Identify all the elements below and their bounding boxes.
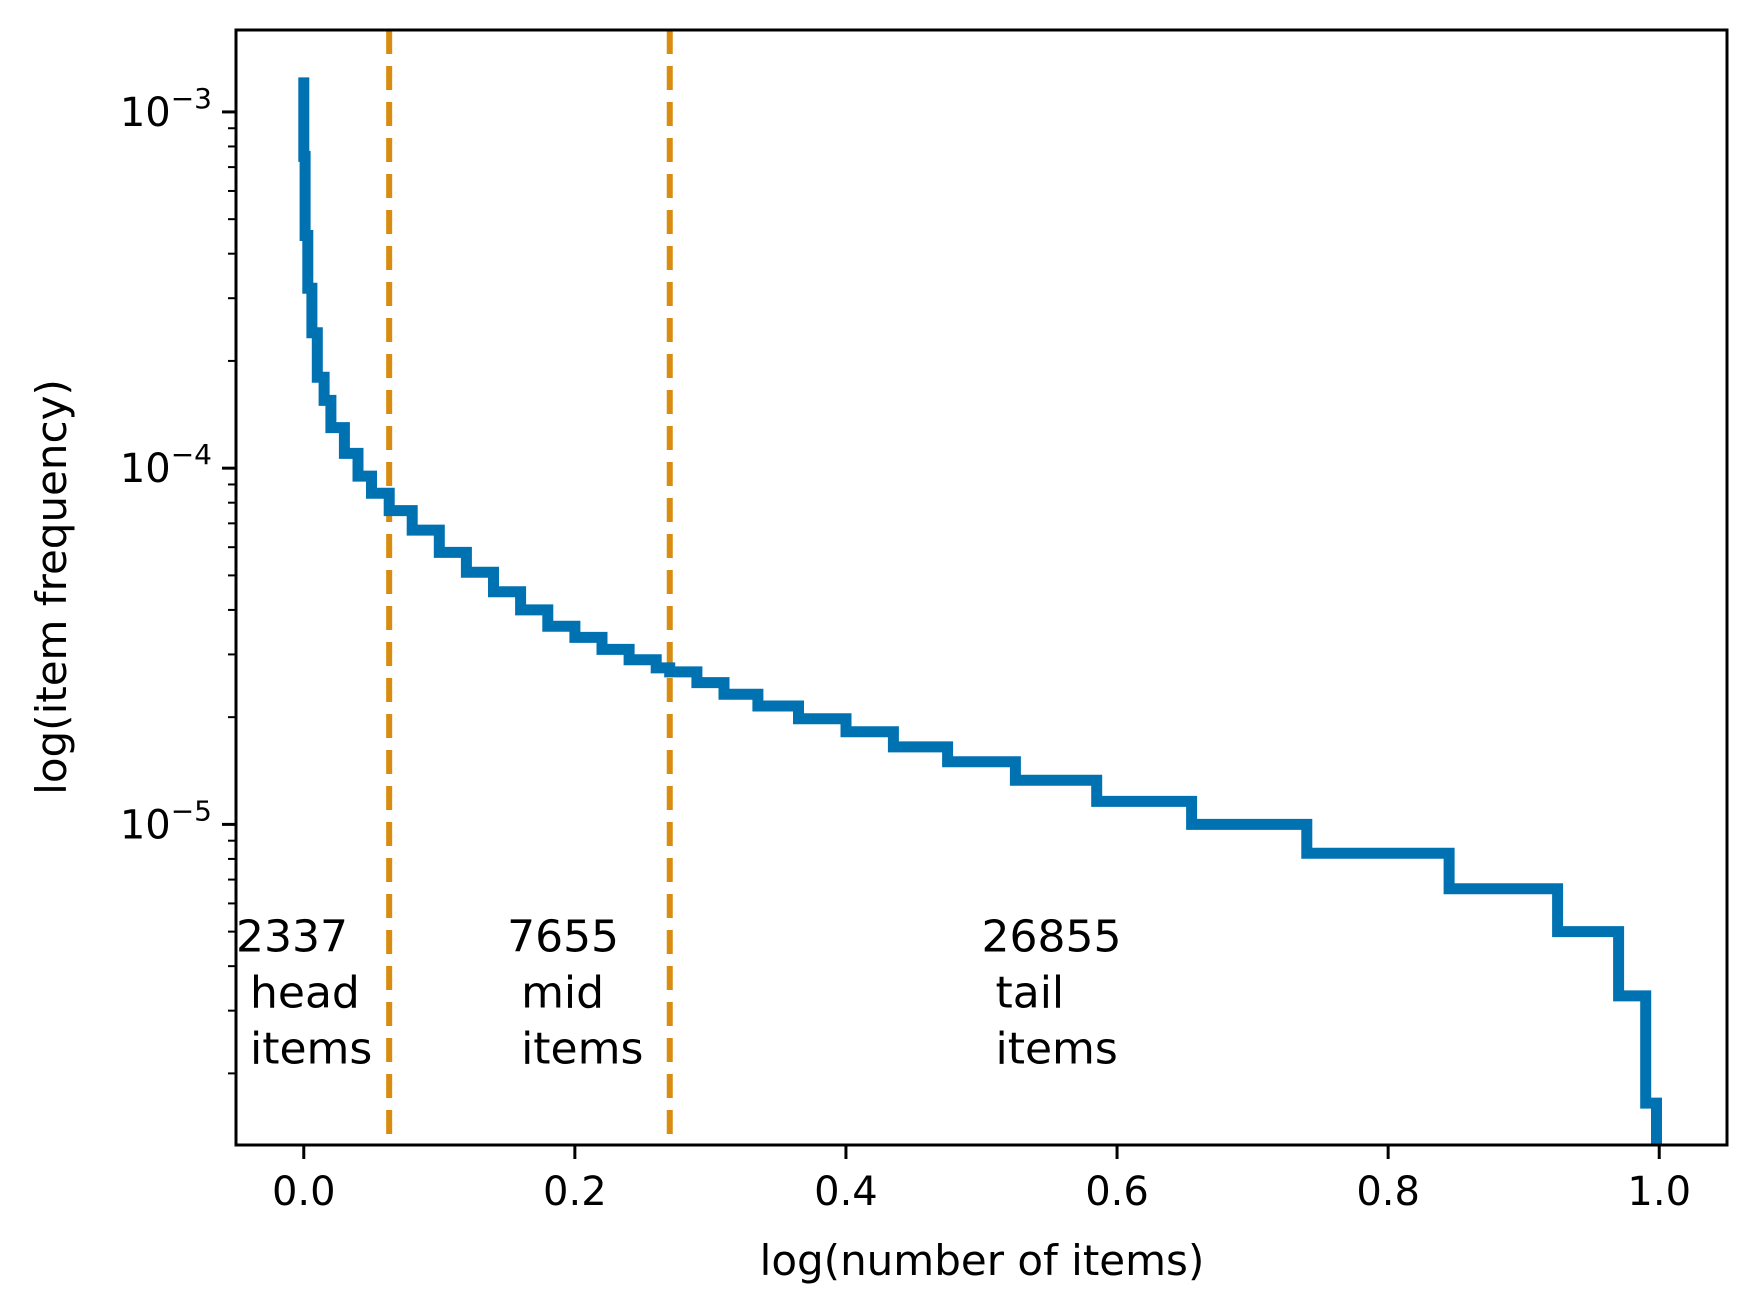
- annotation-line: head: [236, 967, 360, 1018]
- annotation-line: tail: [982, 967, 1065, 1018]
- x-tick-labels: 0.0 0.2 0.4 0.6 0.8 1.0: [272, 1169, 1691, 1215]
- annotation-line: 26855: [982, 911, 1122, 962]
- y-tick-label: 10−3: [120, 82, 212, 136]
- x-tick-label: 0.0: [272, 1169, 336, 1215]
- annotation-line: mid: [507, 967, 604, 1018]
- annotation-line: 2337: [236, 911, 348, 962]
- y-tick-labels: 10−3 10−4 10−5: [120, 82, 212, 848]
- y-tick-label: 10−5: [120, 794, 212, 848]
- x-tick-label: 0.4: [814, 1169, 878, 1215]
- axis-major-ticks: [222, 110, 1661, 1159]
- annotation-line: items: [236, 1023, 372, 1074]
- x-tick-label: 0.8: [1356, 1169, 1420, 1215]
- x-axis-label: log(number of items): [760, 1236, 1205, 1285]
- y-tick-label: 10−4: [120, 438, 212, 492]
- annotation-line: items: [982, 1023, 1118, 1074]
- divider-lines: [386, 30, 673, 1145]
- x-tick-label: 1.0: [1627, 1169, 1691, 1215]
- x-tick-label: 0.2: [543, 1169, 607, 1215]
- plot-frame: [234, 28, 1729, 1147]
- x-tick-label: 0.6: [1085, 1169, 1149, 1215]
- y-axis-label: log(item frequency): [27, 379, 76, 795]
- plot-area: [222, 28, 1729, 1159]
- annotation-line: items: [507, 1023, 643, 1074]
- annotation-line: 7655: [507, 911, 619, 962]
- frequency-line: [298, 77, 1662, 1145]
